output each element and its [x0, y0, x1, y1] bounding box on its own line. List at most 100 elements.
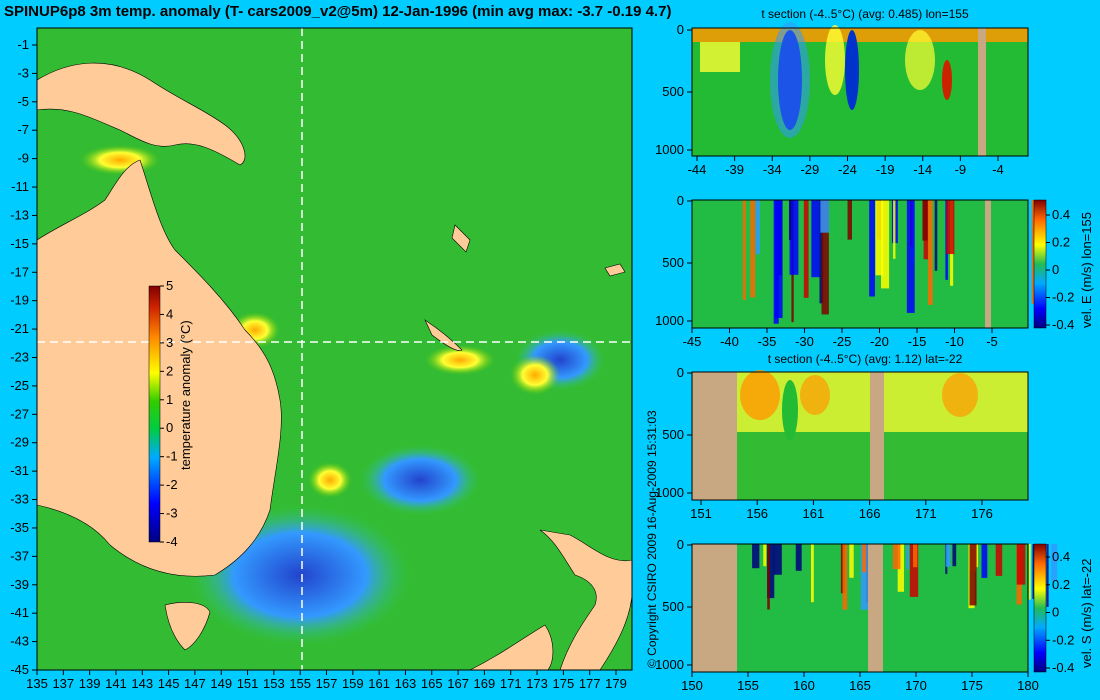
u-section-lon155-frame: [691, 199, 1029, 329]
v-cb-tick-label: 0.2: [1052, 577, 1070, 592]
velocity-jet-stripe: [945, 544, 951, 567]
p1-x-tick-label: -24: [838, 162, 857, 177]
map-colorbar-tick-label: 3: [166, 335, 173, 350]
section-land-mask: [985, 200, 991, 328]
p3-y-tick-label: 1000: [655, 485, 684, 500]
warm-anomaly-region: [510, 355, 560, 395]
p4-x-tick-label: 150: [681, 678, 703, 693]
velocity-jet-stripe: [810, 544, 814, 603]
cold-eddy-halo: [770, 22, 810, 138]
p2-y-tick-label: 1000: [655, 313, 684, 328]
t-section-lon155-y-axis: 0 500 1000: [655, 22, 692, 157]
map-x-tick-label: 175: [553, 676, 575, 691]
tasmania-landmass: [164, 602, 211, 651]
velocity-jet-stripe: [1051, 544, 1058, 581]
map-colorbar-label: temperature anomaly (°C): [178, 320, 193, 470]
velocity-jet-stripe: [803, 200, 809, 298]
p4-y-tick-label: 0: [677, 537, 684, 552]
p3-x-tick-label: 176: [971, 506, 993, 521]
u-cb-tick-label: 0: [1052, 262, 1059, 277]
velocity-jet-stripe: [767, 544, 770, 610]
map-x-tick-label: 161: [368, 676, 390, 691]
map-y-tick-label: -15: [10, 236, 29, 251]
p2-x-tick-label: -5: [986, 334, 998, 349]
map-y-tick-label: -45: [10, 662, 29, 677]
v-section-lat-22-y-axis: 0 500 1000: [655, 537, 692, 672]
map-colorbar-tick-label: 0: [166, 420, 173, 435]
map-y-tick-label: -7: [17, 122, 29, 137]
velocity-jet-stripe: [906, 200, 915, 313]
map-x-tick-label: 167: [447, 676, 469, 691]
map-colorbar-tick-label: 5: [166, 278, 173, 293]
p2-x-tick-label: -25: [833, 334, 852, 349]
section-land-mask: [978, 28, 986, 156]
p1-x-tick-label: -4: [992, 162, 1004, 177]
map-y-tick-label: -11: [11, 179, 29, 194]
map-x-tick-label: 139: [79, 676, 101, 691]
velocity-jet-stripe: [755, 200, 760, 255]
velocity-jet-stripe: [1028, 544, 1031, 600]
u-section-lon155-stripes: [742, 200, 1045, 324]
velocity-jet-stripe: [934, 200, 938, 271]
v-cb-tick-label: 0: [1052, 605, 1059, 620]
velocity-jet-stripe: [952, 544, 957, 567]
p1-x-tick-label: -34: [763, 162, 782, 177]
p1-y-tick-label: 500: [662, 84, 684, 99]
map-x-tick-label: 177: [579, 676, 601, 691]
u-cb-tick-label: -0.4: [1052, 317, 1074, 332]
p2-x-tick-label: -35: [758, 334, 777, 349]
velocity-jet-stripe: [821, 200, 829, 315]
map-colorbar-tick-label: -3: [166, 506, 178, 521]
velocity-jet-stripe: [881, 200, 890, 289]
v-section-colorbar: [1033, 543, 1047, 673]
velocity-jet-stripe: [875, 200, 884, 276]
velocity-jet-stripe: [862, 544, 867, 573]
vanuatu-fiji-islands: [451, 224, 626, 277]
map-x-tick-label: 155: [289, 676, 311, 691]
velocity-jet-stripe: [927, 200, 933, 305]
map-frame: [36, 27, 633, 671]
u-section-colorbar-label: vel. E (m/s) lon=155: [1079, 212, 1094, 328]
u-section-lon155-x-axis: -45 -40 -35 -30 -25 -20 -15 -10 -5: [683, 328, 998, 349]
warm-anomaly-region: [308, 462, 352, 498]
velocity-jet-stripe: [842, 544, 848, 610]
map-x-tick-label: 145: [158, 676, 180, 691]
p1-x-tick-label: -19: [876, 162, 895, 177]
map-x-tick-label: 159: [342, 676, 364, 691]
v-section-colorbar-label: vel. S (m/s) lat=-22: [1079, 559, 1094, 668]
velocity-jet-stripe: [849, 544, 854, 578]
v-cb-tick-label: 0.4: [1052, 549, 1070, 564]
velocity-jet-stripe: [820, 200, 830, 233]
velocity-jet-stripe: [981, 544, 988, 578]
p3-x-tick-label: 156: [746, 506, 768, 521]
velocity-jet-stripe: [847, 200, 852, 240]
section-land-mask: [868, 544, 883, 672]
velocity-jet-stripe: [788, 200, 792, 240]
map-x-tick-label: 153: [263, 676, 285, 691]
map-colorbar-ticks: 5 4 3 2 1 0 -1 -2 -3 -4: [160, 278, 178, 549]
velocity-jet-stripe: [752, 544, 760, 569]
p4-x-tick-label: 155: [737, 678, 759, 693]
map-y-tick-label: -29: [10, 435, 29, 450]
page-title: SPINUP6p8 3m temp. anomaly (T- cars2009_…: [4, 3, 672, 20]
map-y-tick-label: -43: [10, 634, 29, 649]
p1-x-tick-label: -39: [725, 162, 744, 177]
velocity-jet-stripe: [1046, 544, 1049, 607]
v-section-lat-22-x-axis: 150 155 160 165 170 175 180: [681, 672, 1039, 693]
map-y-tick-label: -31: [10, 463, 29, 478]
t-section-lon155-title: t section (-4..5°C) (avg: 0.485) lon=155: [761, 7, 969, 21]
u-section-lon155-y-axis: 0 500 1000: [655, 193, 692, 328]
map-y-tick-label: -27: [10, 406, 29, 421]
p1-y-tick-label: 0: [677, 22, 684, 37]
velocity-jet-stripe: [795, 544, 802, 571]
v-section-lat-22-panel: 150 155 160 165 170 175 180 0 500 1000 0.4 0.2 0 -0…: [655, 537, 1094, 693]
velocity-jet-stripe: [995, 544, 1003, 576]
warm-eddy-core: [942, 60, 952, 100]
new-guinea-landmass: [37, 62, 246, 166]
map-panel: 135 137 139 141 143 145 147 149 151 153 155 157 159 1…: [10, 27, 633, 691]
velocity-jet-stripe: [763, 544, 767, 567]
velocity-jet-stripe: [892, 544, 901, 570]
t-section-lon155-x-axis: -44 -39 -34 -29 -24 -19 -14 -9 -4: [688, 156, 1004, 177]
velocity-jet-stripe: [909, 544, 919, 597]
